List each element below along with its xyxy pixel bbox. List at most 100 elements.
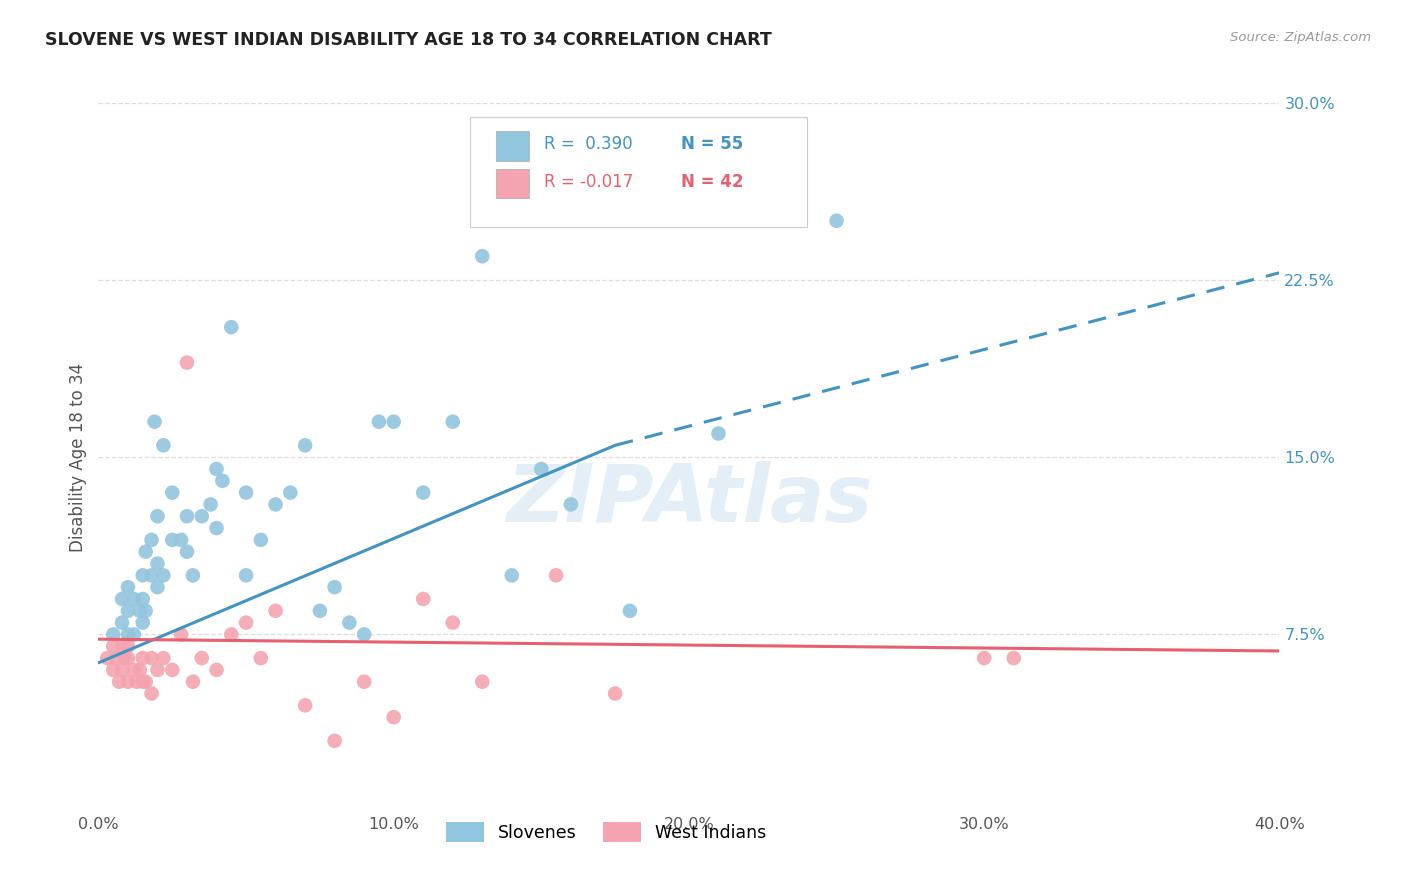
Point <box>117 639 139 653</box>
Point <box>146 509 169 524</box>
Point <box>152 438 174 452</box>
Legend: Slovenes, West Indians: Slovenes, West Indians <box>439 815 773 849</box>
Point <box>235 615 257 630</box>
Point <box>471 249 494 263</box>
Point <box>382 415 405 429</box>
Point <box>471 674 494 689</box>
Point <box>111 663 134 677</box>
Point <box>200 498 222 512</box>
Point <box>294 438 316 452</box>
Point <box>117 674 139 689</box>
Point <box>117 580 139 594</box>
Point <box>560 498 582 512</box>
Point <box>135 544 157 558</box>
Point <box>132 592 155 607</box>
Point <box>323 580 346 594</box>
Text: SLOVENE VS WEST INDIAN DISABILITY AGE 18 TO 34 CORRELATION CHART: SLOVENE VS WEST INDIAN DISABILITY AGE 18… <box>45 31 772 49</box>
Point <box>353 674 375 689</box>
Point <box>181 568 204 582</box>
Point <box>103 663 125 677</box>
Point <box>135 604 157 618</box>
Point <box>122 627 145 641</box>
Point <box>250 651 273 665</box>
Point <box>122 663 145 677</box>
Point <box>235 485 257 500</box>
Point <box>152 568 174 582</box>
Point <box>122 592 145 607</box>
Point <box>280 485 302 500</box>
Point <box>117 604 139 618</box>
Point <box>117 651 139 665</box>
Point <box>103 627 125 641</box>
Point <box>264 498 287 512</box>
Point <box>619 604 641 618</box>
Point <box>170 627 193 641</box>
Point <box>117 627 139 641</box>
Point <box>412 592 434 607</box>
Point <box>146 580 169 594</box>
Point <box>141 568 163 582</box>
Point <box>111 615 134 630</box>
Text: N = 42: N = 42 <box>681 173 744 191</box>
Point <box>152 651 174 665</box>
Point <box>111 592 134 607</box>
Point <box>309 604 332 618</box>
Point <box>441 415 464 429</box>
Point <box>973 651 995 665</box>
Point <box>105 651 128 665</box>
Point <box>205 663 228 677</box>
Point <box>368 415 391 429</box>
Point <box>235 568 257 582</box>
Point <box>141 533 163 547</box>
Point <box>250 533 273 547</box>
Point <box>825 213 848 227</box>
Point <box>125 674 148 689</box>
Point <box>546 568 568 582</box>
Point <box>205 462 228 476</box>
Text: ZIPAtlas: ZIPAtlas <box>506 460 872 539</box>
Point <box>353 627 375 641</box>
Point <box>412 485 434 500</box>
Point <box>294 698 316 713</box>
Point <box>1002 651 1025 665</box>
Point <box>146 663 169 677</box>
Point <box>132 674 155 689</box>
Point <box>501 568 523 582</box>
Point <box>191 509 214 524</box>
Point <box>141 651 163 665</box>
Point <box>707 426 730 441</box>
Point <box>143 415 166 429</box>
Point <box>221 320 243 334</box>
Bar <box>496 131 530 161</box>
Point <box>162 485 183 500</box>
Point <box>135 674 157 689</box>
Bar <box>496 169 530 198</box>
Point <box>176 509 198 524</box>
Point <box>221 627 243 641</box>
Point <box>128 663 150 677</box>
Point <box>176 544 198 558</box>
Point <box>162 663 183 677</box>
Point <box>382 710 405 724</box>
Y-axis label: Disability Age 18 to 34: Disability Age 18 to 34 <box>69 362 87 552</box>
Point <box>211 474 233 488</box>
Point <box>132 651 155 665</box>
Point <box>132 615 155 630</box>
Point <box>108 674 131 689</box>
Point <box>111 639 134 653</box>
Point <box>170 533 193 547</box>
Point <box>128 604 150 618</box>
Point <box>146 557 169 571</box>
Text: R = -0.017: R = -0.017 <box>544 173 633 191</box>
Point <box>323 733 346 747</box>
Point <box>141 687 163 701</box>
Point <box>181 674 204 689</box>
Point <box>162 533 183 547</box>
Point <box>441 615 464 630</box>
Point <box>264 604 287 618</box>
Point <box>530 462 553 476</box>
Text: R =  0.390: R = 0.390 <box>544 135 633 153</box>
Point <box>176 355 198 369</box>
Point <box>605 687 627 701</box>
Point <box>132 568 155 582</box>
